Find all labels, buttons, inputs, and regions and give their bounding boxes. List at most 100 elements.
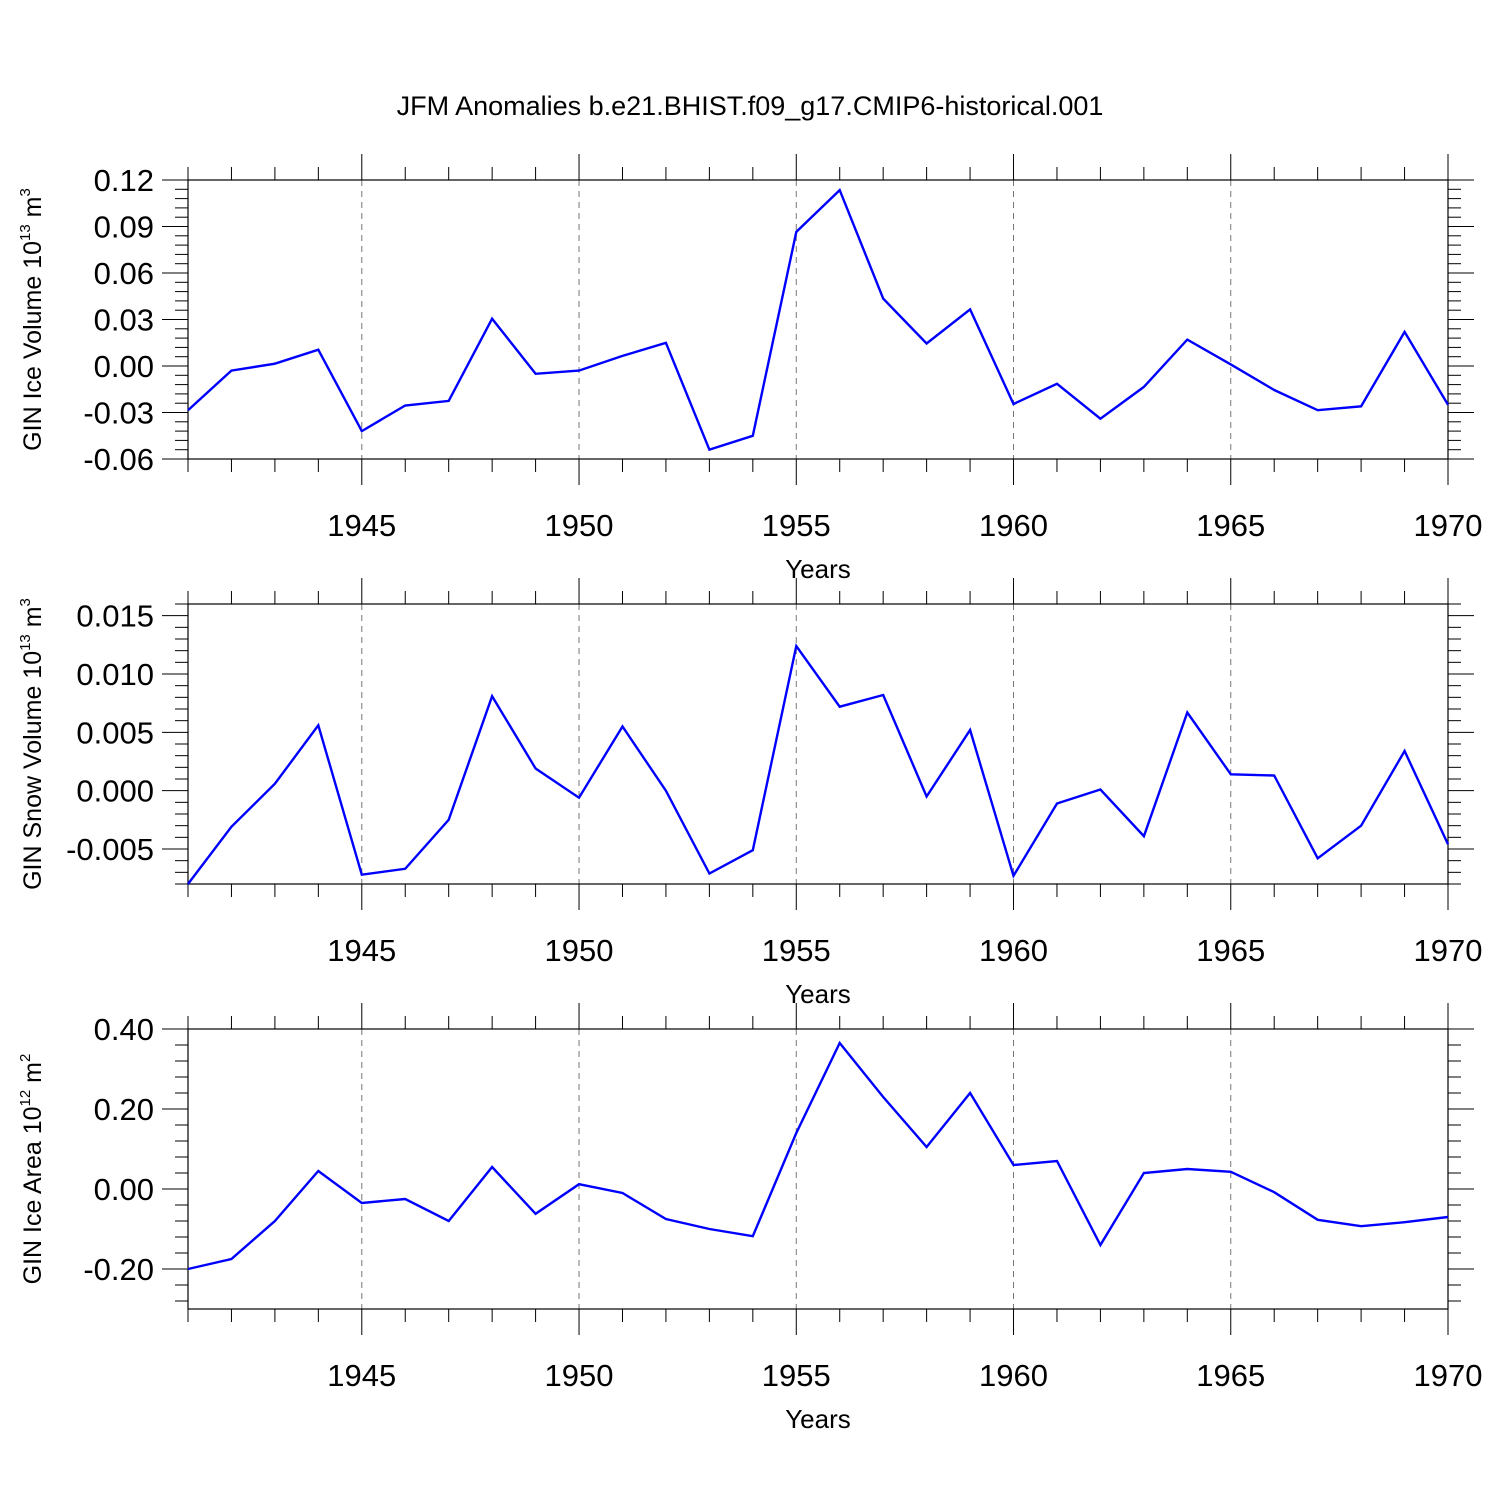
- x-tick-label: 1950: [545, 508, 614, 543]
- y-tick-label: 0.00: [94, 349, 154, 384]
- x-tick-label: 1970: [1414, 1358, 1483, 1393]
- x-tick-label: 1950: [545, 1358, 614, 1393]
- data-point: [360, 1201, 364, 1205]
- data-point: [925, 342, 929, 346]
- y-tick-label: 0.00: [94, 1172, 154, 1207]
- data-point: [794, 1131, 798, 1135]
- data-point: [1359, 824, 1363, 828]
- y-axis-label: GIN Snow Volume 1013 m3: [17, 598, 47, 890]
- x-tick-label: 1955: [762, 1358, 831, 1393]
- data-point: [1229, 772, 1233, 776]
- data-point: [707, 448, 711, 452]
- data-point: [1012, 402, 1016, 406]
- data-point: [838, 1041, 842, 1045]
- data-point: [186, 1267, 190, 1271]
- data-point: [1316, 408, 1320, 412]
- data-point: [925, 1145, 929, 1149]
- plot-frame: [187, 603, 1449, 885]
- data-point: [316, 1169, 320, 1173]
- data-point: [968, 1091, 972, 1095]
- data-point: [186, 882, 190, 886]
- x-tick-label: 1945: [327, 1358, 396, 1393]
- data-point: [229, 369, 233, 373]
- data-point: [273, 1219, 277, 1223]
- data-point: [447, 1219, 451, 1223]
- data-point: [664, 341, 668, 345]
- data-point: [447, 818, 451, 822]
- data-point: [447, 399, 451, 403]
- y-tick-label: 0.000: [76, 774, 154, 809]
- y-tick-label: 0.40: [94, 1012, 154, 1047]
- data-point: [968, 728, 972, 732]
- x-tick-label: 1965: [1196, 933, 1265, 968]
- x-tick-label: 1955: [762, 508, 831, 543]
- y-tick-label: 0.20: [94, 1092, 154, 1127]
- data-point: [1012, 1163, 1016, 1167]
- x-axis-label: Years: [785, 554, 851, 584]
- data-point: [316, 348, 320, 352]
- y-axis-label: GIN Ice Area 1012 m2: [17, 1054, 47, 1285]
- data-point: [968, 307, 972, 311]
- x-axis-label: Years: [785, 979, 851, 1009]
- data-point: [881, 693, 885, 697]
- y-tick-label: -0.03: [83, 396, 154, 431]
- y-tick-label: -0.005: [66, 832, 154, 867]
- y-tick-label: 0.005: [76, 715, 154, 750]
- data-point: [229, 825, 233, 829]
- series-line: [187, 1040, 1449, 1271]
- x-tick-label: 1955: [762, 933, 831, 968]
- data-point: [1403, 749, 1407, 753]
- y-tick-label: 0.010: [76, 657, 154, 692]
- data-point: [490, 317, 494, 321]
- y-tick-label: 0.12: [94, 163, 154, 198]
- data-point: [1012, 874, 1016, 878]
- data-point: [403, 867, 407, 871]
- data-point: [838, 188, 842, 192]
- data-point: [751, 434, 755, 438]
- data-point: [751, 1234, 755, 1238]
- plot-frame: [187, 1028, 1449, 1310]
- data-point: [534, 1212, 538, 1216]
- data-point: [1142, 1171, 1146, 1175]
- y-tick-label: 0.015: [76, 599, 154, 634]
- data-point: [1185, 338, 1189, 342]
- data-point: [316, 723, 320, 727]
- data-point: [881, 1095, 885, 1099]
- data-point: [1142, 385, 1146, 389]
- data-point: [620, 725, 624, 729]
- data-point: [1272, 1190, 1276, 1194]
- y-tick-label: 0.03: [94, 303, 154, 338]
- data-point: [1098, 1243, 1102, 1247]
- x-tick-label: 1970: [1414, 933, 1483, 968]
- data-point: [577, 796, 581, 800]
- data-point: [534, 767, 538, 771]
- x-tick-label: 1945: [327, 933, 396, 968]
- data-point: [664, 1217, 668, 1221]
- data-point: [751, 848, 755, 852]
- data-point: [1055, 802, 1059, 806]
- data-point: [1098, 417, 1102, 421]
- y-axis-label: GIN Ice Volume 1013 m3: [17, 188, 47, 451]
- data-point: [490, 694, 494, 698]
- x-tick-label: 1950: [545, 933, 614, 968]
- y-tick-label: 0.09: [94, 210, 154, 245]
- data-point: [1359, 404, 1363, 408]
- data-point: [1446, 842, 1450, 846]
- data-point: [1229, 362, 1233, 366]
- data-point: [707, 1227, 711, 1231]
- data-point: [1403, 330, 1407, 334]
- data-point: [620, 1191, 624, 1195]
- chart-title: JFM Anomalies b.e21.BHIST.f09_g17.CMIP6-…: [397, 91, 1104, 121]
- y-tick-label: -0.06: [83, 442, 154, 477]
- x-axis-label: Years: [785, 1404, 851, 1434]
- data-point: [577, 369, 581, 373]
- series-line: [187, 643, 1450, 885]
- data-point: [1359, 1224, 1363, 1228]
- data-point: [794, 644, 798, 648]
- data-point: [360, 429, 364, 433]
- x-tick-label: 1965: [1196, 508, 1265, 543]
- data-point: [664, 789, 668, 793]
- data-point: [1446, 1215, 1450, 1219]
